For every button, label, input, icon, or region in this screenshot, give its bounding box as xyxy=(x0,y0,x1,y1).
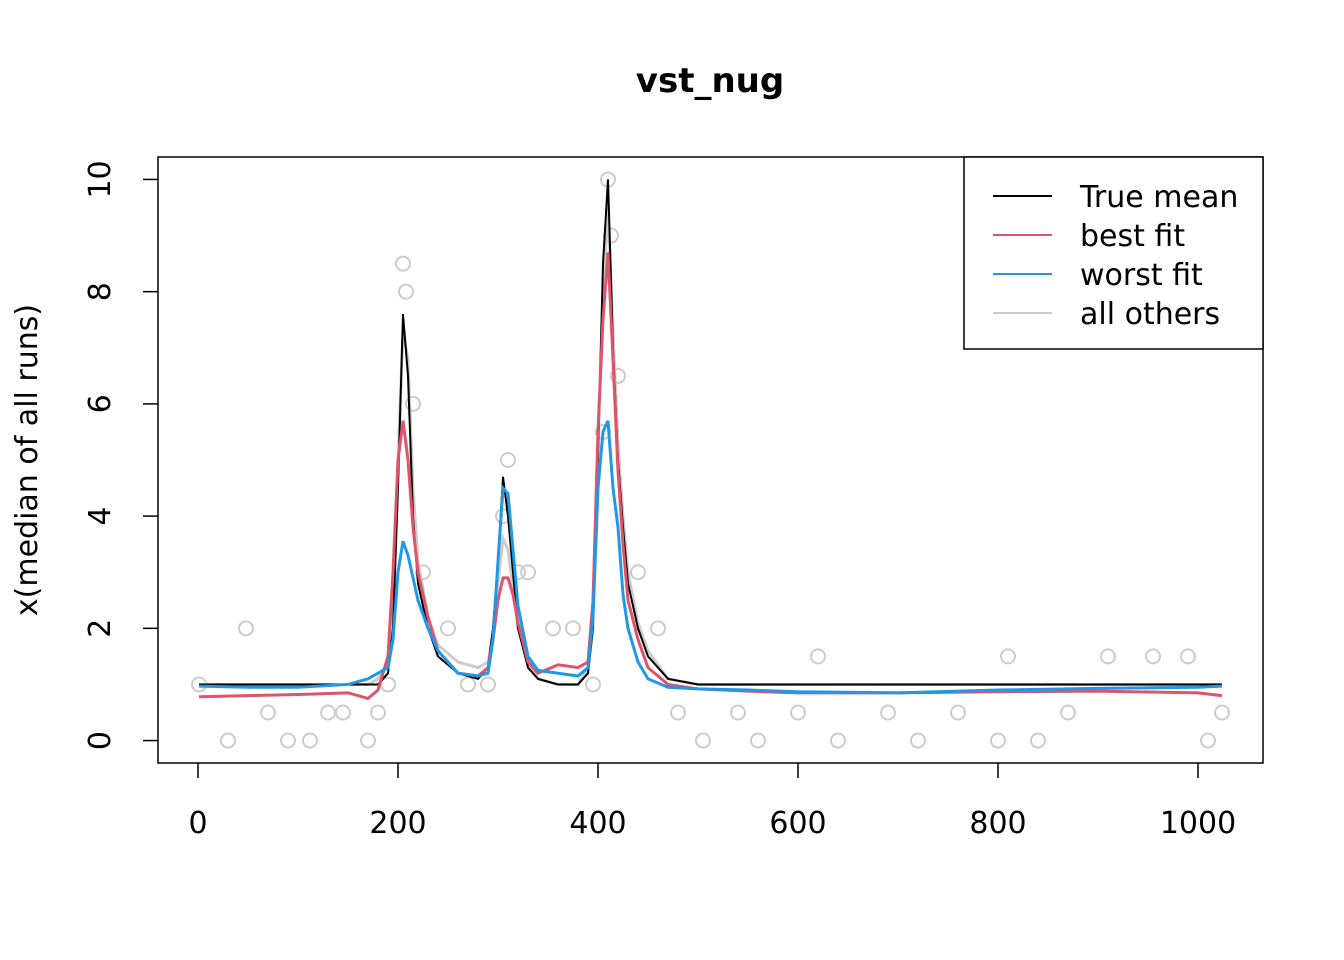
data-point xyxy=(1180,648,1196,665)
data-point xyxy=(545,620,561,637)
x-tick-label: 400 xyxy=(569,806,626,841)
y-tick-label: 10 xyxy=(83,160,118,198)
data-point xyxy=(220,732,236,749)
series-line xyxy=(198,420,1223,695)
data-point xyxy=(1060,704,1076,721)
data-point xyxy=(335,704,351,721)
x-tick-label: 200 xyxy=(369,806,426,841)
plot-area xyxy=(191,171,1230,749)
chart-title: vst_nug xyxy=(636,61,784,101)
data-point xyxy=(302,732,318,749)
data-point xyxy=(1100,648,1116,665)
series-line xyxy=(198,252,1223,701)
data-point xyxy=(260,704,276,721)
data-point xyxy=(415,564,431,581)
x-tick-label: 1000 xyxy=(1160,806,1236,841)
data-point xyxy=(520,564,536,581)
data-point xyxy=(480,676,496,693)
data-point xyxy=(610,367,626,384)
data-point xyxy=(1000,648,1016,665)
data-point xyxy=(830,732,846,749)
data-point xyxy=(460,676,476,693)
data-point xyxy=(1200,732,1216,749)
data-point xyxy=(1030,732,1046,749)
data-point xyxy=(238,620,254,637)
data-point xyxy=(810,648,826,665)
data-point xyxy=(790,704,806,721)
y-axis-label: x(median of all runs) xyxy=(10,304,45,616)
data-point xyxy=(320,704,336,721)
y-tick-label: 2 xyxy=(83,619,118,638)
data-point xyxy=(565,620,581,637)
data-point xyxy=(910,732,926,749)
data-point xyxy=(1214,704,1230,721)
data-point xyxy=(405,395,421,412)
data-point xyxy=(360,732,376,749)
x-tick-label: 600 xyxy=(769,806,826,841)
legend-label: True mean xyxy=(1079,180,1238,215)
data-point xyxy=(630,564,646,581)
data-point xyxy=(880,704,896,721)
data-point xyxy=(510,564,526,581)
legend-label: all others xyxy=(1080,297,1220,332)
data-point xyxy=(670,704,686,721)
y-tick-label: 6 xyxy=(83,394,118,413)
data-point xyxy=(990,732,1006,749)
data-point xyxy=(585,676,601,693)
data-point xyxy=(650,620,666,637)
data-point xyxy=(750,732,766,749)
data-point xyxy=(398,283,414,300)
data-point xyxy=(500,452,516,468)
y-tick-label: 8 xyxy=(83,282,118,301)
data-point xyxy=(370,704,386,721)
data-point xyxy=(280,732,296,749)
data-point xyxy=(695,732,711,749)
data-point xyxy=(440,620,456,637)
data-point xyxy=(730,704,746,721)
data-point xyxy=(1145,648,1161,665)
data-point xyxy=(950,704,966,721)
legend-label: worst fit xyxy=(1080,258,1203,293)
legend-box xyxy=(963,156,1264,350)
legend-label: best fit xyxy=(1080,219,1185,254)
x-tick-label: 0 xyxy=(188,806,207,841)
y-tick-label: 0 xyxy=(83,731,118,750)
data-point xyxy=(395,255,411,272)
y-tick-label: 4 xyxy=(83,507,118,526)
x-tick-label: 800 xyxy=(969,806,1026,841)
plot-frame xyxy=(157,156,1264,764)
